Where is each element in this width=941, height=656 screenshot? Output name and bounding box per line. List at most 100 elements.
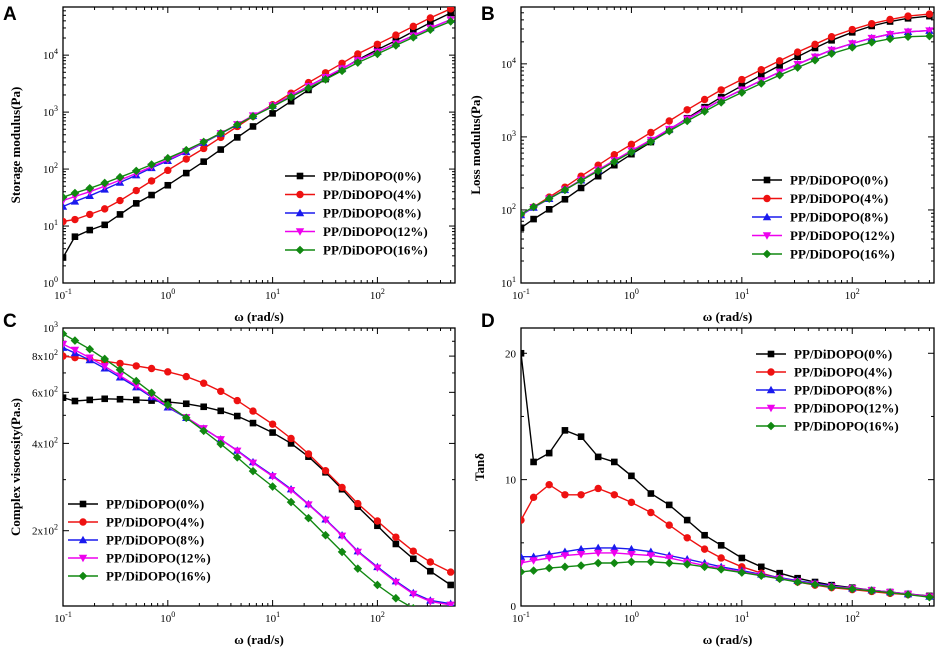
panel-b: B 10-1 100 101 102 101 102 103 104 ω (rad/s) Loss … [468,4,935,324]
legend: PP/DiDOPO(0%) PP/DiDOPO(4%) PP/DiDOPO(8%) P… [752,173,895,262]
data-point [116,211,124,218]
data-point [447,581,454,589]
legend-marker [763,194,771,203]
x-tick-label: 101 [265,610,280,625]
plot-area [521,349,934,602]
data-point [268,420,277,428]
data-point [529,557,538,565]
data-point [116,359,124,368]
legend-item: PP/DiDOPO(4%) [285,187,421,202]
legend-marker [762,232,772,240]
data-point [530,215,537,223]
data-point [101,395,109,403]
data-point [647,508,655,517]
x-tick-label: 100 [624,287,639,302]
data-point [199,144,208,153]
data-point [321,75,330,84]
data-point [737,88,747,97]
data-point [304,513,313,523]
series-pp-didopo-16 [63,17,455,202]
data-point [132,396,140,404]
legend-label: PP/DiDOPO(8%) [106,533,204,548]
data-point [776,569,783,577]
x-tick-label: 101 [734,287,749,302]
data-point [560,562,570,572]
data-point [233,396,241,405]
data-point [885,588,895,598]
legend-marker [766,385,776,394]
data-point [409,22,417,31]
data-point [216,128,226,138]
y-tick-label: 103 [43,104,58,119]
legend-marker [79,500,87,508]
legend-marker [295,245,305,255]
data-point [610,558,619,568]
x-axis-title: ω (rad/s) [703,632,753,647]
data-point [627,550,636,559]
x-tick-label: 101 [265,287,280,302]
data-point [286,92,296,102]
legend-label: PP/DiDOPO(12%) [790,228,895,243]
data-point [426,14,435,22]
data-point [665,501,673,509]
data-point [100,354,110,364]
data-point [427,19,434,27]
data-point [354,499,362,508]
data-point [446,568,455,576]
data-point [249,123,257,130]
data-point [63,329,68,339]
data-point [446,17,455,26]
y-tick-label: 4x102 [32,435,58,450]
x-tick-label: 10-1 [54,287,72,302]
data-point [132,382,141,390]
data-point [827,33,836,41]
y-axis-title: Complex visocosity(Pa.s) [8,398,23,536]
data-point [577,491,585,499]
data-point [182,400,190,408]
legend-label: PP/DiDOPO(8%) [794,383,892,398]
data-point [827,49,836,58]
data-point [665,521,673,529]
data-point [447,9,454,17]
data-point [287,440,295,447]
x-tick-label: 10-1 [54,610,72,625]
data-point [391,41,401,50]
data-point [810,580,820,589]
data-point [738,554,746,562]
data-point [716,565,726,574]
data-point [683,516,691,524]
data-point [847,43,857,52]
legend-marker [296,190,304,199]
data-point [700,95,709,104]
data-point [70,188,80,198]
data-point [647,128,655,137]
panel-letter: B [481,4,495,25]
legend-item: PP/DiDOPO(0%) [756,347,892,362]
data-point [717,542,725,549]
data-point [132,362,140,370]
data-point [115,172,125,182]
data-point [86,210,94,219]
series-line [521,483,930,598]
data-point [63,217,67,226]
data-point [426,598,435,606]
data-point [217,387,225,395]
legend-label: PP/DiDOPO(16%) [323,243,428,258]
plot-frame [520,6,935,284]
data-point [737,568,747,577]
data-point [776,62,783,69]
x-tick-label: 100 [624,610,639,625]
legend-item: PP/DiDOPO(12%) [68,551,211,566]
y-tick-label: 104 [501,56,516,71]
data-point [338,59,346,67]
data-point [116,395,124,403]
legend-marker [295,228,305,236]
data-point [594,484,602,493]
data-point [248,112,258,121]
data-point [627,557,636,567]
data-point [101,221,109,229]
data-point [700,545,709,553]
legend-item: PP/DiDOPO(4%) [752,191,888,206]
data-point [521,349,525,357]
data-point [131,376,141,386]
